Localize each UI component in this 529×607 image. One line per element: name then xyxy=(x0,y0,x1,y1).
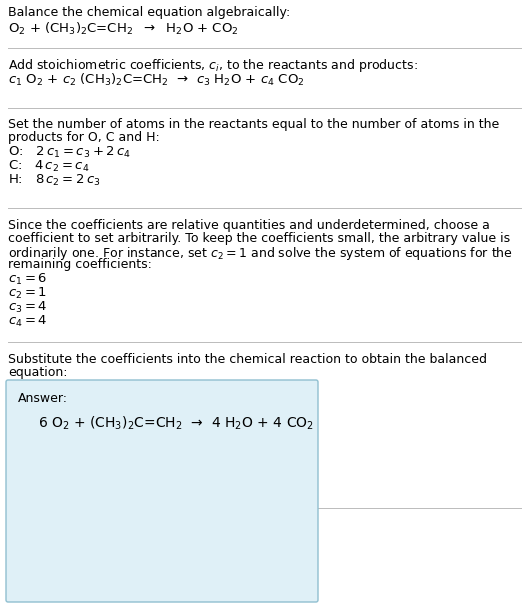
Text: Substitute the coefficients into the chemical reaction to obtain the balanced: Substitute the coefficients into the che… xyxy=(8,353,487,366)
Text: $c_1 = 6$: $c_1 = 6$ xyxy=(8,272,47,287)
Text: $c_1$ O$_2$ + $c_2$ (CH$_3$)$_2$C=CH$_2$  →  $c_3$ H$_2$O + $c_4$ CO$_2$: $c_1$ O$_2$ + $c_2$ (CH$_3$)$_2$C=CH$_2$… xyxy=(8,72,305,88)
Text: 6 O$_2$ + (CH$_3$)$_2$C=CH$_2$  →  4 H$_2$O + 4 CO$_2$: 6 O$_2$ + (CH$_3$)$_2$C=CH$_2$ → 4 H$_2$… xyxy=(38,415,314,432)
Text: remaining coefficients:: remaining coefficients: xyxy=(8,258,152,271)
Text: Set the number of atoms in the reactants equal to the number of atoms in the: Set the number of atoms in the reactants… xyxy=(8,118,499,131)
Text: ordinarily one. For instance, set $c_2 = 1$ and solve the system of equations fo: ordinarily one. For instance, set $c_2 =… xyxy=(8,245,513,262)
Text: products for O, C and H:: products for O, C and H: xyxy=(8,131,160,144)
Text: $c_2 = 1$: $c_2 = 1$ xyxy=(8,286,47,301)
Text: equation:: equation: xyxy=(8,366,68,379)
Text: Add stoichiometric coefficients, $c_i$, to the reactants and products:: Add stoichiometric coefficients, $c_i$, … xyxy=(8,57,418,74)
Text: C:   $4\,c_2 = c_4$: C: $4\,c_2 = c_4$ xyxy=(8,159,89,174)
FancyBboxPatch shape xyxy=(6,380,318,602)
Text: H:   $8\,c_2 = 2\,c_3$: H: $8\,c_2 = 2\,c_3$ xyxy=(8,173,101,188)
Text: coefficient to set arbitrarily. To keep the coefficients small, the arbitrary va: coefficient to set arbitrarily. To keep … xyxy=(8,232,510,245)
Text: Since the coefficients are relative quantities and underdetermined, choose a: Since the coefficients are relative quan… xyxy=(8,219,490,232)
Text: $c_3 = 4$: $c_3 = 4$ xyxy=(8,300,48,315)
Text: Answer:: Answer: xyxy=(18,392,68,405)
Text: Balance the chemical equation algebraically:: Balance the chemical equation algebraica… xyxy=(8,6,290,19)
Text: O$_2$ + (CH$_3$)$_2$C=CH$_2$  $\rightarrow$  H$_2$O + CO$_2$: O$_2$ + (CH$_3$)$_2$C=CH$_2$ $\rightarro… xyxy=(8,21,239,37)
Text: O:   $2\,c_1 = c_3 + 2\,c_4$: O: $2\,c_1 = c_3 + 2\,c_4$ xyxy=(8,145,131,160)
Text: $c_4 = 4$: $c_4 = 4$ xyxy=(8,314,48,329)
